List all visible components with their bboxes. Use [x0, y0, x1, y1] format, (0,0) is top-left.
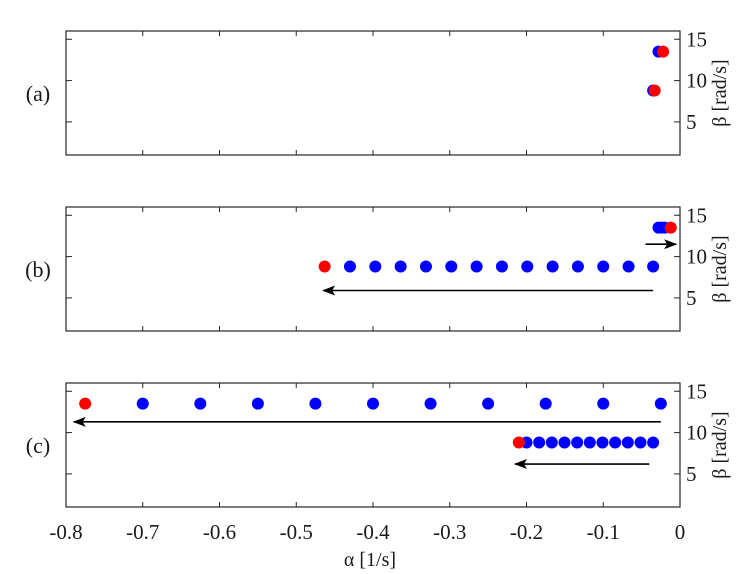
x-tick-label: -0.8	[49, 520, 82, 544]
blue-point	[533, 436, 546, 449]
blue-point	[470, 260, 483, 273]
blue-point	[419, 260, 432, 273]
panel-a: 5 10 15 (a) β [rad/s]	[26, 27, 731, 156]
blue-point	[369, 260, 382, 273]
y-tick-label: 5	[686, 286, 697, 310]
blue-point	[654, 397, 667, 410]
panel-b: 5 10 15 (b) β [rad/s]	[25, 203, 731, 332]
y-tick-label: 10	[686, 245, 707, 269]
blue-point	[546, 260, 559, 273]
blue-point	[539, 397, 552, 410]
panel-label: (b)	[25, 257, 51, 282]
red-point	[657, 45, 670, 58]
x-tick-label: -0.3	[433, 520, 466, 544]
x-tick-label: 0	[675, 520, 686, 544]
blue-point	[621, 436, 634, 449]
blue-point	[521, 260, 534, 273]
blue-point	[597, 260, 610, 273]
x-tick-label: -0.5	[280, 520, 313, 544]
y-axis-label: β [rad/s]	[709, 411, 731, 478]
blue-point	[445, 260, 458, 273]
blue-point	[424, 397, 437, 410]
y-tick-label: 5	[686, 462, 697, 486]
x-tick-label: -0.2	[510, 520, 543, 544]
y-axis-label: β [rad/s]	[709, 59, 731, 126]
blue-point	[647, 436, 660, 449]
y-tick-label: 5	[686, 110, 697, 134]
blue-point	[583, 436, 596, 449]
blue-point	[647, 260, 660, 273]
blue-point	[622, 260, 635, 273]
red-point	[79, 397, 92, 410]
blue-point	[136, 397, 149, 410]
red-point	[318, 260, 331, 273]
red-point	[648, 84, 661, 97]
blue-point	[343, 260, 356, 273]
blue-point	[495, 260, 508, 273]
x-tick-label: -0.1	[587, 520, 620, 544]
y-tick-label: 15	[686, 203, 707, 227]
blue-point	[194, 397, 207, 410]
x-tick-label: -0.4	[356, 520, 390, 544]
panel-frame	[65, 30, 681, 156]
blue-point	[367, 397, 379, 410]
y-axis-label: β [rad/s]	[709, 235, 731, 302]
blue-point	[251, 397, 264, 410]
y-tick-label: 10	[686, 421, 707, 445]
y-tick-label: 10	[686, 69, 707, 93]
x-tick-label: -0.6	[203, 520, 236, 544]
panel-label: (c)	[26, 433, 50, 458]
x-axis-label: α [1/s]	[344, 549, 396, 571]
blue-point	[394, 260, 407, 273]
x-axis: -0.8 -0.7 -0.6 -0.5 -0.4 -0.3 -0.2 -0.1 0	[49, 520, 685, 544]
blue-point	[634, 436, 647, 449]
blue-point	[545, 436, 558, 449]
blue-point	[596, 436, 609, 449]
blue-point	[571, 436, 584, 449]
red-point	[664, 221, 677, 234]
blue-point	[597, 397, 610, 410]
red-point	[512, 436, 525, 449]
x-tick-label: -0.7	[126, 520, 159, 544]
panel-label: (a)	[26, 81, 50, 106]
y-tick-label: 15	[686, 27, 707, 51]
blue-point	[558, 436, 571, 449]
blue-point	[609, 436, 622, 449]
blue-point	[571, 260, 584, 273]
blue-point	[309, 397, 322, 410]
y-tick-label: 15	[686, 379, 707, 403]
blue-point	[482, 397, 495, 410]
panel-c: 5 10 15 (c) β [rad/s]	[26, 379, 731, 508]
